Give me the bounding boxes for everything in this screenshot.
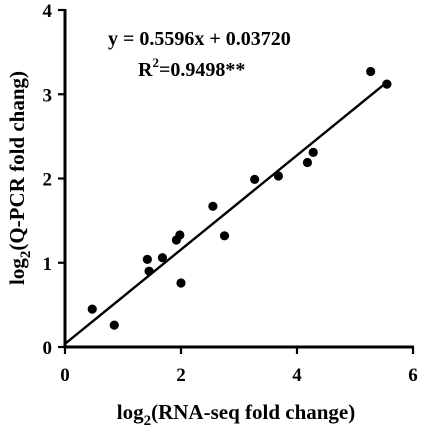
data-point xyxy=(382,79,392,89)
y-axis-title-subscript: 2 xyxy=(18,251,34,259)
data-point xyxy=(176,278,186,288)
r-squared-superscript: 2 xyxy=(152,55,159,70)
r-squared-letter: R xyxy=(138,59,153,81)
x-tick-label: 0 xyxy=(60,365,70,386)
regression-line xyxy=(64,81,388,345)
regression-equation: y = 0.5596x + 0.03720 xyxy=(108,28,291,50)
x-tick-label: 4 xyxy=(292,365,302,386)
y-tick-label: 4 xyxy=(43,1,53,22)
y-axis-title-log: log xyxy=(5,258,29,285)
x-axis-title: log2(RNA-seq fold change) xyxy=(117,400,356,428)
data-point xyxy=(219,231,230,241)
y-axis-title-text: (Q-PCR fold chang) xyxy=(5,71,29,251)
data-point xyxy=(302,157,313,168)
data-point xyxy=(142,254,152,264)
data-point xyxy=(308,147,318,157)
x-tick-label: 2 xyxy=(176,365,186,386)
y-axis-title: log2(Q-PCR fold chang) xyxy=(5,71,34,285)
data-point xyxy=(250,174,260,184)
data-point xyxy=(109,320,119,330)
y-tick-label: 0 xyxy=(43,338,53,359)
r-squared-value: =0.9498** xyxy=(159,59,245,81)
y-tick-label: 1 xyxy=(43,254,53,275)
r-squared: R2=0.9498** xyxy=(138,55,245,81)
data-point xyxy=(87,304,97,314)
x-tick-label: 6 xyxy=(408,365,418,386)
x-axis-title-log: log xyxy=(117,400,144,424)
x-axis-title-subscript: 2 xyxy=(144,413,152,428)
y-tick-label: 3 xyxy=(43,85,53,106)
x-axis-title-text: (RNA-seq fold change) xyxy=(151,400,355,424)
tick-group: 0 1 2 3 4 0 2 4 6 xyxy=(43,1,418,386)
data-points xyxy=(87,66,392,330)
data-point xyxy=(175,230,185,240)
data-point xyxy=(366,66,376,77)
data-point xyxy=(157,253,168,263)
y-tick-label: 2 xyxy=(43,170,53,191)
data-point xyxy=(208,201,218,211)
